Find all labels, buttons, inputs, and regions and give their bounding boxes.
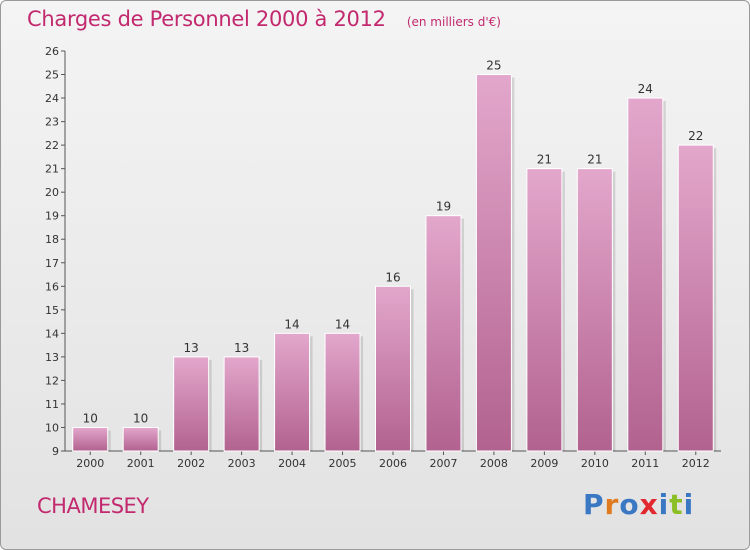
- bar-value-label: 19: [436, 200, 451, 214]
- x-tick-label: 2008: [480, 457, 508, 470]
- x-tick-label: 2004: [278, 457, 306, 470]
- x-tick-label: 2010: [581, 457, 609, 470]
- x-tick-label: 2001: [127, 457, 155, 470]
- bar: [677, 144, 714, 452]
- chart-subtitle: (en milliers d'€): [406, 15, 501, 29]
- bar: [425, 215, 462, 452]
- bars: 10 10 13 13 14 14 16 19 25 21 21 24 22: [72, 59, 717, 452]
- bar-value-label: 13: [184, 341, 199, 355]
- x-tick-label: 2002: [177, 457, 205, 470]
- y-tick-label: 23: [45, 116, 59, 129]
- y-tick-label: 20: [45, 186, 59, 199]
- bar: [324, 332, 361, 452]
- brand-letter: P: [583, 488, 605, 521]
- bar: [576, 168, 613, 452]
- bar-value-label: 13: [234, 341, 249, 355]
- brand-letter: t: [669, 488, 684, 521]
- bar: [375, 285, 411, 452]
- bar: [475, 74, 512, 452]
- bar: [526, 168, 563, 452]
- bar-value-label: 25: [486, 59, 501, 73]
- y-tick-label: 10: [45, 421, 59, 434]
- commune-name: CHAMESEY: [37, 494, 149, 518]
- y-tick-label: 17: [45, 257, 59, 270]
- bar-value-label: 14: [284, 317, 299, 331]
- x-tick-label: 2009: [530, 457, 558, 470]
- x-tick-label: 2007: [429, 457, 457, 470]
- y-tick-label: 12: [45, 374, 59, 387]
- y-tick-label: 18: [45, 233, 59, 246]
- brand-letter: r: [604, 488, 620, 521]
- y-tick-label: 14: [45, 327, 59, 340]
- bar-value-label: 21: [537, 153, 552, 167]
- bar: [72, 426, 109, 452]
- brand-letter: o: [619, 488, 640, 521]
- y-tick-label: 11: [45, 398, 59, 411]
- x-tick-label: 2000: [76, 457, 104, 470]
- brand-letter: i: [683, 488, 695, 521]
- bar: [223, 356, 260, 452]
- brand-letter: x: [639, 488, 659, 521]
- title-line: Charges de Personnel 2000 à 2012 (en mil…: [27, 7, 501, 31]
- y-tick-label: 21: [45, 163, 59, 176]
- bar: [627, 97, 664, 452]
- bar-value-label: 14: [335, 317, 350, 331]
- y-tick-label: 16: [45, 280, 59, 293]
- y-tick-label: 15: [45, 304, 59, 317]
- x-tick-label: 2006: [379, 457, 407, 470]
- y-tick-label: 9: [52, 445, 59, 458]
- x-tick-label: 2003: [228, 457, 256, 470]
- bar-value-label: 16: [385, 270, 400, 284]
- y-tick-label: 13: [45, 351, 59, 364]
- x-tick-label: 2012: [682, 457, 710, 470]
- y-tick-label: 24: [45, 92, 59, 105]
- brand-letter: i: [658, 488, 670, 521]
- y-tick-label: 22: [45, 139, 59, 152]
- bar-value-label: 21: [587, 153, 602, 167]
- y-tick-label: 25: [45, 69, 59, 82]
- bar-value-label: 24: [638, 82, 653, 96]
- bar: [122, 426, 159, 452]
- chart-title: Charges de Personnel 2000 à 2012: [27, 7, 386, 31]
- x-axis: 2000 2001 2002 2003 2004 2005 2006 2007 2008 2009…: [65, 450, 721, 470]
- bar-value-label: 10: [83, 411, 98, 425]
- y-tick-label: 19: [45, 210, 59, 223]
- bar-value-label: 22: [688, 129, 703, 143]
- x-tick-label: 2005: [329, 457, 357, 470]
- bar: [173, 356, 210, 452]
- bar: [274, 332, 311, 452]
- x-tick-label: 2011: [631, 457, 659, 470]
- y-tick-label: 26: [45, 45, 59, 58]
- brand-logo[interactable]: Proxiti: [583, 488, 694, 521]
- bar-value-label: 10: [133, 411, 148, 425]
- y-axis: 9 10 11 12 13 14 15 16 17 18 19 20 21 22 23 24 25 26: [45, 45, 66, 458]
